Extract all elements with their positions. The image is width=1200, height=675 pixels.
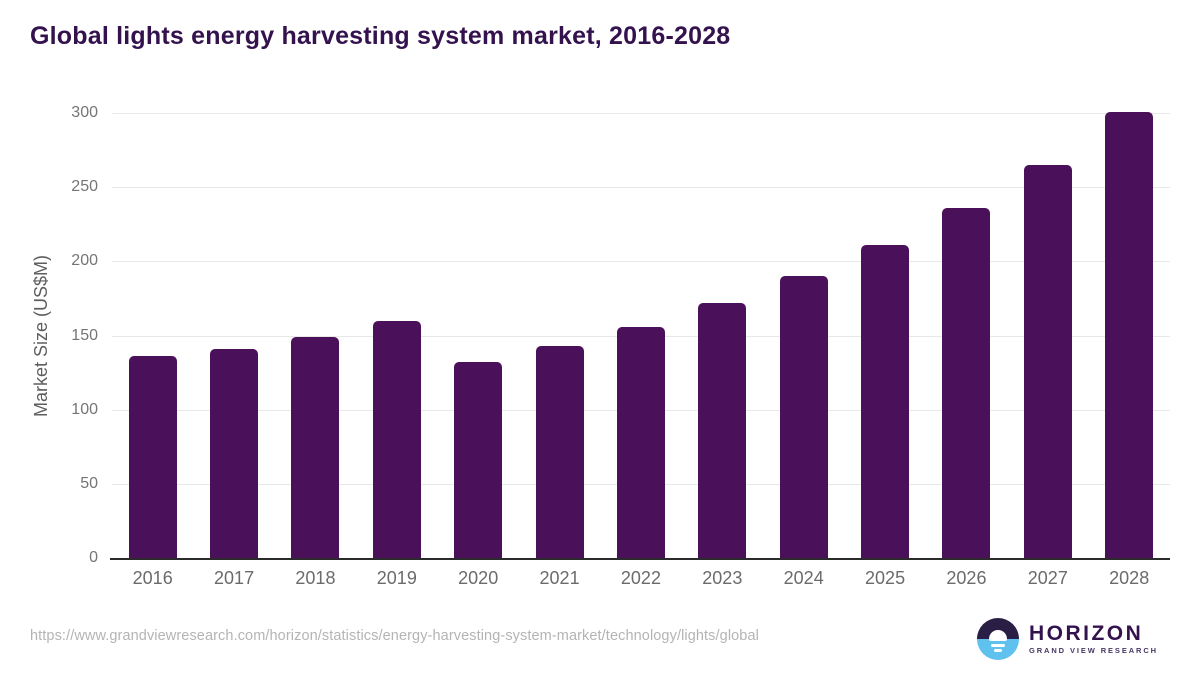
bar-slot-2025	[844, 113, 925, 558]
bar-2024	[779, 276, 828, 558]
bar-slot-2028	[1089, 111, 1170, 558]
wave-icon	[990, 644, 1005, 647]
bar-2020	[454, 362, 503, 558]
bar-2026	[942, 207, 991, 558]
bar-2021	[535, 345, 584, 558]
bar-slot-2018	[275, 113, 356, 558]
bar-slot-2022	[600, 113, 681, 558]
ytick-200: 200	[71, 252, 98, 270]
bars-row	[112, 111, 1170, 558]
source-url: https://www.grandviewresearch.com/horizo…	[30, 628, 759, 644]
horizon-logo-icon	[976, 618, 1019, 660]
bar-2025	[861, 245, 910, 558]
xlabel-2020: 2020	[458, 568, 499, 588]
xlabel-2023: 2023	[702, 568, 743, 588]
y-axis-label: Market Size (US$M)	[31, 254, 51, 417]
bar-2016	[128, 356, 177, 558]
xlabel-2025: 2025	[865, 568, 906, 588]
logo-sub-brand: GRAND VIEW RESEARCH	[1028, 646, 1158, 655]
x-axis-baseline	[110, 558, 1170, 560]
ytick-100: 100	[71, 400, 98, 418]
xlabel-2028: 2028	[1109, 568, 1150, 588]
brand-logo: HORIZON GRAND VIEW RESEARCH	[976, 618, 1158, 660]
bar-slot-2024	[763, 113, 844, 558]
xlabel-2024: 2024	[783, 568, 824, 588]
ytick-150: 150	[71, 326, 98, 344]
x-axis-labels: 2016 2017 2018 2019 2020 2021 2022 2023 2024 2025…	[112, 568, 1170, 589]
bar-2023	[698, 302, 747, 558]
logo-brand-name: HORIZON	[1028, 622, 1144, 645]
bar-2018	[291, 336, 340, 558]
chart-title: Global lights energy harvesting system m…	[30, 22, 731, 50]
bar-2027	[1023, 164, 1072, 558]
sun-icon	[988, 630, 1007, 641]
wave-icon	[993, 649, 1002, 652]
bar-slot-2019	[356, 113, 437, 558]
xlabel-2027: 2027	[1027, 568, 1068, 588]
ytick-0: 0	[89, 549, 98, 566]
ytick-250: 250	[71, 178, 98, 196]
xlabel-2026: 2026	[946, 568, 987, 588]
xlabel-2019: 2019	[376, 568, 417, 588]
bar-slot-2027	[1007, 113, 1088, 558]
xlabel-2021: 2021	[539, 568, 580, 588]
bar-slot-2016	[112, 113, 193, 558]
bar-slot-2026	[926, 113, 1007, 558]
gridline-300	[112, 113, 1170, 114]
xlabel-2022: 2022	[620, 568, 661, 588]
bar-2022	[616, 326, 665, 558]
bar-2028	[1105, 111, 1154, 558]
bar-slot-2021	[519, 113, 600, 558]
xlabel-2017: 2017	[214, 568, 255, 588]
bar-2017	[210, 348, 259, 558]
bar-slot-2017	[193, 113, 274, 558]
xlabel-2016: 2016	[132, 568, 173, 588]
xlabel-2018: 2018	[295, 568, 336, 588]
bar-slot-2020	[438, 113, 519, 558]
gridline-250	[112, 187, 1170, 189]
logo-text: HORIZON GRAND VIEW RESEARCH	[1028, 622, 1158, 656]
gridline-200	[112, 261, 1170, 263]
bar-2019	[372, 320, 421, 558]
ytick-50: 50	[80, 474, 98, 492]
ytick-300: 300	[71, 104, 98, 121]
bar-slot-2023	[682, 113, 763, 558]
plot-area: 0 50 100 150 200 250 300 2016 2017 2018 2019 2020 2…	[71, 104, 1170, 588]
